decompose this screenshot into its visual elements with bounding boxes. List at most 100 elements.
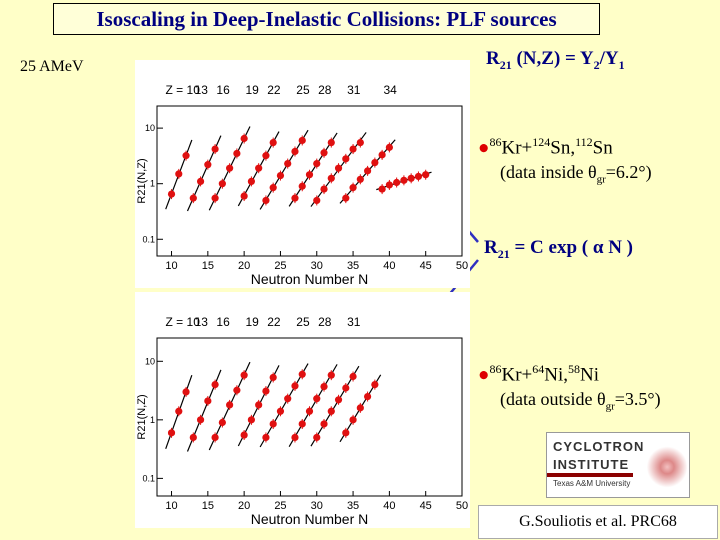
- reaction-1-note: (data inside θgr=6.2°): [478, 159, 652, 193]
- data-point: [422, 171, 430, 179]
- data-point: [240, 192, 248, 200]
- y-tick-label: 10: [145, 123, 155, 133]
- data-point: [284, 395, 292, 403]
- data-point: [247, 416, 256, 424]
- z-value-label: 31: [347, 83, 361, 97]
- x-tick-label: 40: [383, 260, 395, 272]
- data-point: [327, 138, 335, 147]
- logo-swirl-icon: [643, 443, 687, 491]
- data-point: [269, 138, 277, 147]
- energy-label: 25 AMeV: [20, 58, 84, 75]
- z-value-label: 22: [267, 83, 281, 97]
- data-point: [291, 194, 299, 202]
- fit-line: [310, 365, 360, 447]
- r1-a3: 112: [575, 135, 593, 149]
- citation-text: G.Souliotis et al. PRC68: [519, 513, 677, 530]
- eq2-r: R: [484, 237, 498, 258]
- z-value-label: 34: [383, 83, 397, 97]
- data-point: [349, 372, 357, 381]
- data-point: [385, 143, 393, 151]
- x-tick-label: 15: [202, 500, 214, 512]
- z-value-label: 28: [318, 315, 332, 329]
- eq2-r-sub: 21: [497, 246, 510, 261]
- y-tick-label: 1: [150, 415, 155, 425]
- data-point: [226, 164, 234, 172]
- data-point: [182, 388, 190, 396]
- slide-title-text: Isoscaling in Deep-Inelastic Collisions:…: [96, 6, 557, 31]
- chart-bottom: 10 15 20 25 30 35 40 45 50 10 1 0.1 Neutron Number N…: [135, 292, 470, 528]
- data-point: [175, 407, 183, 415]
- x-tick-label: 45: [420, 260, 432, 272]
- data-point: [291, 382, 299, 390]
- data-point: [363, 392, 372, 401]
- data-point: [211, 194, 219, 202]
- z-value-label: 13: [195, 315, 209, 329]
- x-tick-label: 10: [165, 500, 177, 512]
- r2-e3: Ni: [580, 364, 599, 386]
- data-point: [327, 174, 335, 182]
- r2-a2: 64: [532, 362, 545, 376]
- x-tick-label: 35: [347, 260, 359, 272]
- data-point: [218, 418, 226, 427]
- data-point: [327, 371, 335, 379]
- x-tick-label: 15: [202, 260, 214, 272]
- exp-equation: R21 = C exp ( α N ): [484, 237, 633, 262]
- eq1-slash: /Y: [599, 48, 619, 69]
- z-value-label: 25: [296, 315, 310, 329]
- data-point: [175, 170, 183, 178]
- eq2-rest: = C exp ( α N ): [509, 237, 634, 258]
- data-point: [298, 182, 306, 190]
- data-point: [284, 159, 292, 168]
- z-value-label: 16: [216, 315, 230, 329]
- r2-a1: 86: [489, 362, 502, 376]
- chart-background: [135, 60, 470, 288]
- r1-note-post: =6.2°): [605, 162, 652, 183]
- r1-e1: Kr+: [501, 137, 533, 159]
- data-point: [276, 171, 285, 180]
- data-point: [262, 433, 270, 442]
- data-point: [262, 196, 270, 205]
- data-point: [342, 194, 350, 202]
- chart-top: 10 15 20 25 30 35 40 45 50 10 1 0.1 Neutron Number N…: [135, 60, 470, 288]
- x-tick-label: 50: [456, 260, 468, 272]
- data-point: [262, 387, 270, 395]
- eq1-rest: (N,Z) = Y: [511, 48, 594, 69]
- data-point: [218, 180, 226, 188]
- r2-note-sub: gr: [605, 400, 615, 413]
- data-point: [342, 384, 350, 392]
- data-point: [233, 386, 241, 394]
- y-axis-label: R21(N,Z): [136, 158, 148, 203]
- eq1-r-sub: 21: [499, 57, 512, 72]
- data-point: [313, 395, 321, 403]
- data-point: [400, 176, 408, 184]
- r1-note-pre: (data inside θ: [500, 162, 597, 183]
- eq1-r: R: [486, 48, 500, 69]
- r1-a1: 86: [489, 135, 502, 149]
- data-point: [313, 159, 321, 168]
- data-point: [363, 167, 372, 175]
- fit-line: [259, 363, 309, 448]
- data-point: [269, 184, 277, 192]
- logo-bar: [547, 473, 633, 477]
- logo-line3: Texas A&M University: [553, 479, 631, 488]
- x-tick-label: 50: [456, 500, 468, 512]
- reaction-2: ●86Kr+64Ni,58Ni (data outside θgr=3.5°): [478, 362, 661, 420]
- data-point: [342, 429, 350, 437]
- data-point: [371, 380, 379, 389]
- r2-a3: 58: [568, 362, 580, 376]
- r1-note-sub: gr: [596, 173, 606, 186]
- data-point: [247, 177, 256, 185]
- chart-background: [135, 292, 470, 528]
- data-point: [334, 396, 343, 404]
- data-point: [233, 149, 241, 158]
- data-point: [313, 433, 321, 442]
- data-point: [226, 401, 234, 409]
- x-axis-label: Neutron Number N: [251, 271, 369, 287]
- data-point: [182, 152, 190, 160]
- data-point: [393, 178, 401, 187]
- data-point: [262, 152, 270, 160]
- data-point: [320, 382, 328, 391]
- y-tick-label: 0.1: [142, 234, 155, 244]
- plot-frame: [156, 337, 463, 497]
- r1-a2: 124: [532, 135, 551, 149]
